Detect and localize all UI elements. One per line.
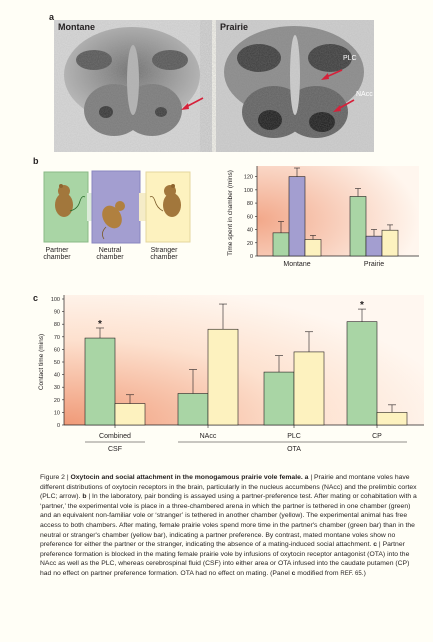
chart-c-category-label: CP <box>372 433 382 440</box>
chart-b-y-tick-label: 120 <box>244 175 253 181</box>
chart-c-y-tick-label: 80 <box>54 322 60 328</box>
chart-c-y-tick-label: 50 <box>54 360 60 366</box>
caption-c-tail: modified from <box>295 569 341 577</box>
stranger-vole-icon <box>149 184 181 217</box>
autoradiograph-images <box>54 20 374 152</box>
caption-end: .) <box>361 569 366 577</box>
chart-c-y-tick-label: 10 <box>54 410 60 416</box>
prairie-autoradiograph <box>216 20 374 152</box>
chart-b-bar <box>349 196 367 257</box>
chart-c-bar <box>346 321 378 426</box>
chart-c-y-tick-label: 20 <box>54 398 60 404</box>
chart-c-bar <box>293 351 325 426</box>
chart-b-y-tick-label: 100 <box>244 188 253 194</box>
chart-c-bar <box>177 393 209 426</box>
caption-b-text: | In the laboratory, pair bonding is ass… <box>40 493 417 549</box>
montane-title: Montane <box>58 22 95 32</box>
stranger-chamber-label: Stranger chamber <box>150 247 178 261</box>
chart-b-y-tick-label: 20 <box>247 241 253 247</box>
contact-time-chart: 0 10 20 30 40 50 60 70 80 90 100 Contact time (mins… <box>38 295 424 453</box>
chart-c-y-tick-label: 60 <box>54 347 60 353</box>
caption-a-text: | Prairie and montane voles have differe… <box>40 474 417 501</box>
caption-title: Oxytocin and social attachment in the mo… <box>70 474 303 481</box>
caption-prefix: Figure 2 | <box>40 474 71 481</box>
chart-c-category-label: Combined <box>99 433 131 440</box>
chart-c-y-tick-label: 30 <box>54 385 60 391</box>
chart-b-bar <box>288 176 306 257</box>
partner-vole-icon <box>55 184 86 217</box>
chart-b-y-axis-label: Time spent in chamber (mins) <box>227 170 234 256</box>
chart-c-y-tick-label: 90 <box>54 310 60 316</box>
caption-a-tag: a <box>304 474 309 481</box>
chart-c-category-label: PLC <box>287 433 301 440</box>
nacc-annotation: NAcc <box>356 91 373 98</box>
chart-c-group-label: CSF <box>108 446 122 453</box>
chart-b-bar <box>381 229 399 257</box>
panel-c-label: c <box>33 293 39 303</box>
partner-chamber-label: Partner chamber <box>43 247 71 261</box>
plc-annotation: PLC <box>343 55 357 62</box>
chart-c-category-label: NAcc <box>200 433 217 440</box>
panel-b-label: b <box>33 156 39 166</box>
figure-caption: Figure 2 | Oxytocin and social attachmen… <box>40 473 420 580</box>
chart-b-bar <box>304 239 322 257</box>
chart-b-bar <box>272 232 290 257</box>
chart-b-category-label: Montane <box>283 261 310 268</box>
caption-c-text: | Partner preference formation is blocke… <box>40 541 410 577</box>
caption-c-tag: c <box>373 541 378 549</box>
chart-c-y-tick-label: 70 <box>54 335 60 341</box>
panel-a-label: a <box>49 12 55 22</box>
chart-c-y-axis-label: Contact time (mins) <box>38 334 45 390</box>
test-vole-icon <box>102 201 125 240</box>
chart-c-y-tick-label: 40 <box>54 373 60 379</box>
prairie-title: Prairie <box>220 22 249 32</box>
chart-c-y-tick-label: 0 <box>57 423 60 429</box>
three-chamber-diagram <box>43 170 191 244</box>
chart-c-bar <box>114 403 146 426</box>
chart-c-y-tick-label: 100 <box>51 297 60 303</box>
chart-c-significance-star: * <box>98 319 102 330</box>
chart-c-bar <box>207 328 239 426</box>
montane-autoradiograph <box>54 20 212 152</box>
caption-c-tag2: c <box>291 569 296 577</box>
chart-b-category-label: Prairie <box>364 261 384 268</box>
chart-b-y-tick-label: 80 <box>247 201 253 207</box>
chart-b-bar <box>365 235 383 257</box>
chart-c-bar <box>376 412 408 426</box>
neutral-chamber-label: Neutral chamber <box>96 247 124 261</box>
chamber-time-chart: 0 20 40 60 80 100 120 Time spent in chamber (mi… <box>227 166 419 268</box>
chart-c-significance-star: * <box>360 300 364 311</box>
chart-c-bar <box>263 371 295 426</box>
caption-ref: REF. 65 <box>340 570 362 577</box>
caption-b-tag: b <box>82 493 87 501</box>
chart-b-y-tick-label: 60 <box>247 214 253 220</box>
chart-c-group-label: OTA <box>287 446 301 453</box>
chart-b-y-tick-label: 0 <box>250 254 253 260</box>
chart-c-bar <box>84 337 116 426</box>
chart-b-y-tick-label: 40 <box>247 228 253 234</box>
